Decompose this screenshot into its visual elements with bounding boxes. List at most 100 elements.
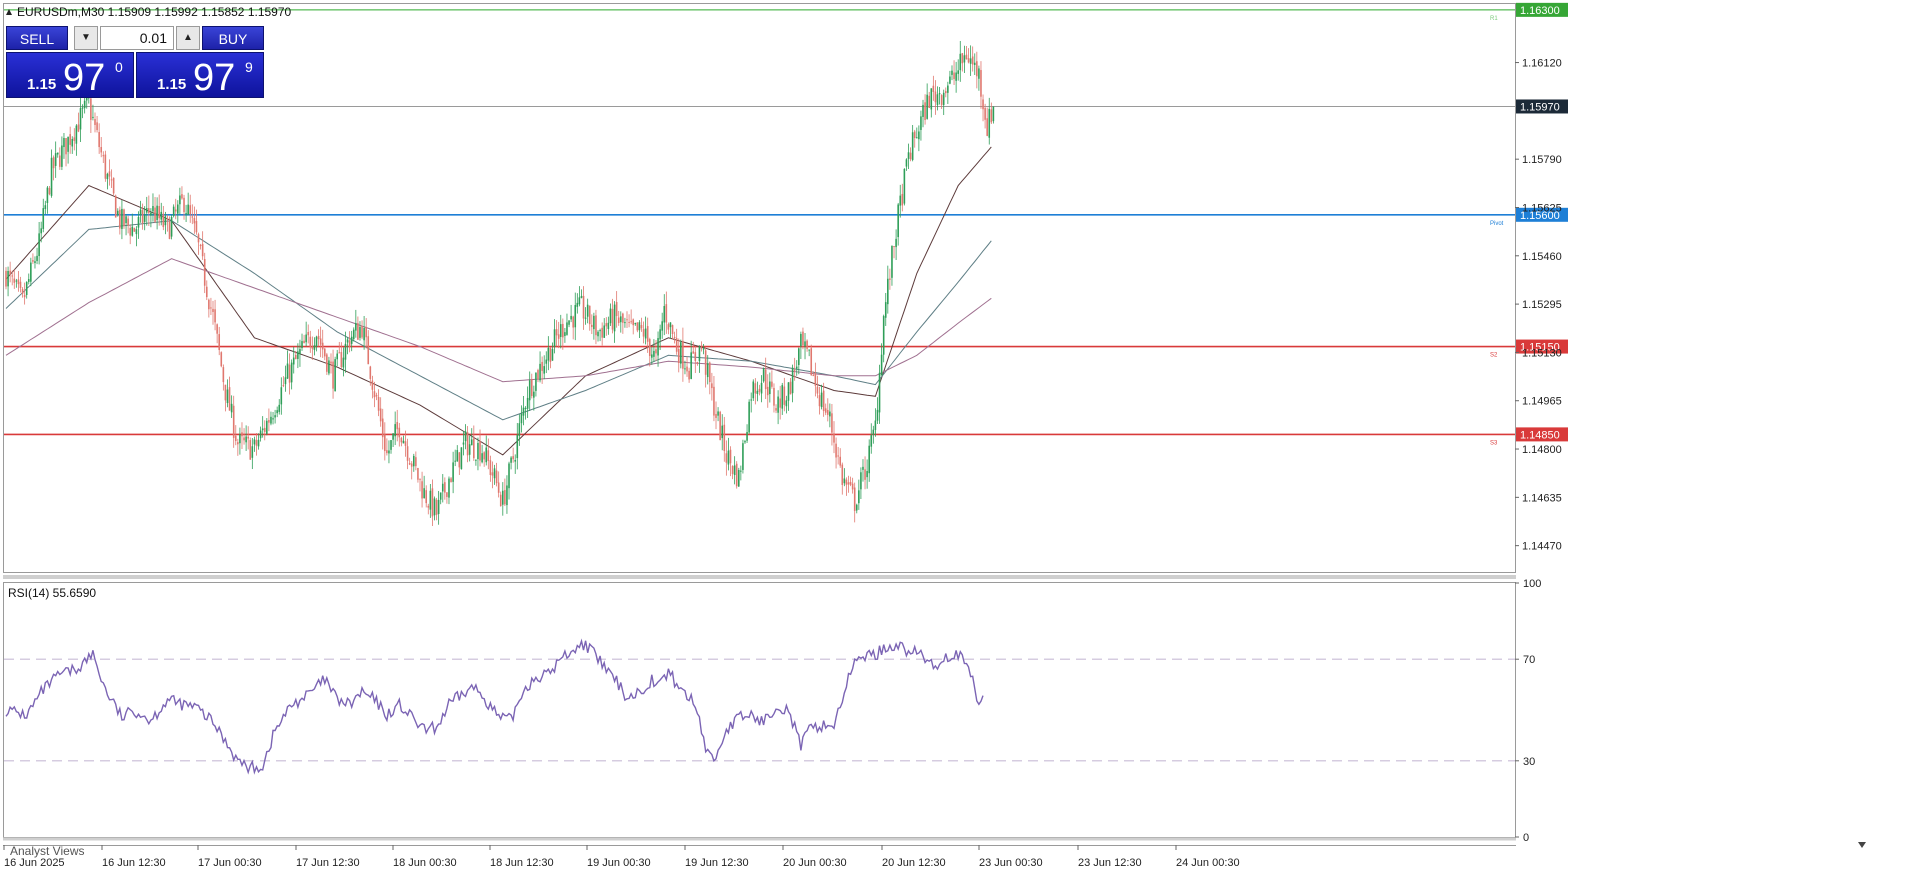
candle-body bbox=[698, 346, 701, 362]
candle-body bbox=[247, 436, 249, 439]
candle-body bbox=[686, 366, 688, 372]
candle-body bbox=[195, 220, 198, 233]
candle-body bbox=[278, 404, 281, 412]
candle-body bbox=[429, 490, 432, 510]
level-tag-value: 1.16300 bbox=[1520, 5, 1560, 17]
candle-body bbox=[990, 109, 993, 123]
price-tick-label: 1.14470 bbox=[1522, 541, 1562, 553]
candle-body bbox=[591, 324, 593, 327]
candle-body bbox=[978, 68, 980, 79]
candle-body bbox=[947, 85, 949, 93]
chevron-down-icon[interactable] bbox=[1858, 842, 1866, 848]
candle-body bbox=[855, 504, 858, 511]
candle-body bbox=[955, 72, 957, 81]
candle-body bbox=[800, 333, 802, 347]
candle-body bbox=[930, 88, 933, 110]
candle-body bbox=[203, 259, 206, 286]
candle-body bbox=[123, 209, 125, 226]
candle-body bbox=[700, 347, 703, 349]
candle-body bbox=[390, 440, 392, 450]
candle-body bbox=[940, 95, 943, 105]
candle-body bbox=[303, 340, 305, 344]
candle-body bbox=[541, 361, 543, 371]
candle-body bbox=[135, 229, 138, 235]
sell-price-box[interactable]: 1.15 97 0 bbox=[6, 52, 134, 99]
candle-body bbox=[270, 416, 272, 424]
rsi-label: RSI(14) 55.6590 bbox=[8, 586, 96, 600]
lot-decrease-icon[interactable]: ▼ bbox=[74, 26, 98, 50]
candle-body bbox=[793, 369, 796, 371]
candle-body bbox=[315, 336, 318, 347]
candle-body bbox=[127, 218, 129, 226]
candle-body bbox=[352, 329, 355, 340]
candle-body bbox=[473, 438, 475, 459]
candle-body bbox=[506, 485, 508, 506]
candle-body bbox=[332, 361, 334, 389]
candle-body bbox=[251, 446, 254, 458]
candle-body bbox=[330, 361, 332, 364]
candle-body bbox=[630, 321, 632, 323]
candle-body bbox=[694, 352, 697, 362]
candle-body bbox=[218, 334, 221, 351]
collapse-triangle-icon[interactable] bbox=[6, 9, 12, 15]
candle-body bbox=[653, 350, 655, 357]
candle-body bbox=[976, 61, 978, 77]
candle-body bbox=[46, 187, 49, 203]
candle-body bbox=[826, 409, 829, 415]
sell-price-prefix: 1.15 bbox=[27, 76, 57, 93]
lot-size-input[interactable]: 0.01 bbox=[100, 26, 174, 50]
buy-button[interactable]: BUY bbox=[202, 26, 264, 50]
one-click-trading-panel: SELL ▼ 0.01 ▲ BUY 1.15 97 0 1.15 97 9 bbox=[6, 26, 264, 99]
candle-body bbox=[234, 435, 237, 442]
time-tick-label: 17 Jun 12:30 bbox=[296, 857, 360, 869]
analyst-views-tab[interactable]: Analyst Views bbox=[10, 844, 84, 858]
candle-body bbox=[388, 450, 390, 454]
candle-body bbox=[628, 321, 630, 323]
candle-body bbox=[640, 325, 643, 329]
candle-body bbox=[73, 137, 76, 141]
candle-body bbox=[408, 463, 411, 465]
time-tick-label: 23 Jun 00:30 bbox=[979, 857, 1043, 869]
buy-price-prefix: 1.15 bbox=[157, 76, 187, 93]
candle-body bbox=[884, 302, 887, 318]
candle-body bbox=[288, 364, 291, 383]
price-tick-label: 1.15130 bbox=[1522, 347, 1562, 359]
candle-body bbox=[174, 209, 177, 212]
price-pane-frame bbox=[3, 3, 1516, 573]
moving-average-line bbox=[5, 220, 992, 421]
candle-body bbox=[709, 362, 711, 383]
candle-body bbox=[626, 319, 628, 321]
candle-body bbox=[410, 463, 413, 467]
candle-body bbox=[762, 368, 765, 382]
price-tick-label: 1.15460 bbox=[1522, 251, 1562, 263]
candle-body bbox=[706, 363, 709, 378]
candle-body bbox=[284, 377, 287, 385]
lot-increase-icon[interactable]: ▲ bbox=[176, 26, 200, 50]
level-label: S3 bbox=[1490, 440, 1498, 446]
candle-body bbox=[381, 418, 384, 438]
candle-body bbox=[518, 423, 521, 436]
candle-body bbox=[280, 387, 283, 405]
sell-button[interactable]: SELL bbox=[6, 26, 68, 50]
candle-body bbox=[911, 132, 914, 160]
candle-body bbox=[487, 450, 490, 461]
candle-body bbox=[421, 481, 423, 499]
candle-body bbox=[597, 331, 599, 337]
candle-body bbox=[307, 331, 310, 336]
candle-body bbox=[61, 145, 63, 167]
buy-price-box[interactable]: 1.15 97 9 bbox=[136, 52, 264, 99]
candle-body bbox=[119, 209, 121, 229]
candle-body bbox=[187, 204, 189, 215]
candle-body bbox=[454, 460, 456, 462]
candle-body bbox=[715, 413, 717, 418]
candle-body bbox=[735, 463, 738, 487]
candle-body bbox=[299, 349, 301, 355]
sell-price-pips: 97 bbox=[63, 57, 106, 99]
candle-body bbox=[81, 107, 84, 109]
candle-body bbox=[114, 195, 117, 218]
price-tick-label: 1.16120 bbox=[1522, 58, 1562, 70]
candle-body bbox=[717, 411, 719, 416]
candle-body bbox=[241, 432, 243, 437]
candle-body bbox=[11, 275, 14, 277]
